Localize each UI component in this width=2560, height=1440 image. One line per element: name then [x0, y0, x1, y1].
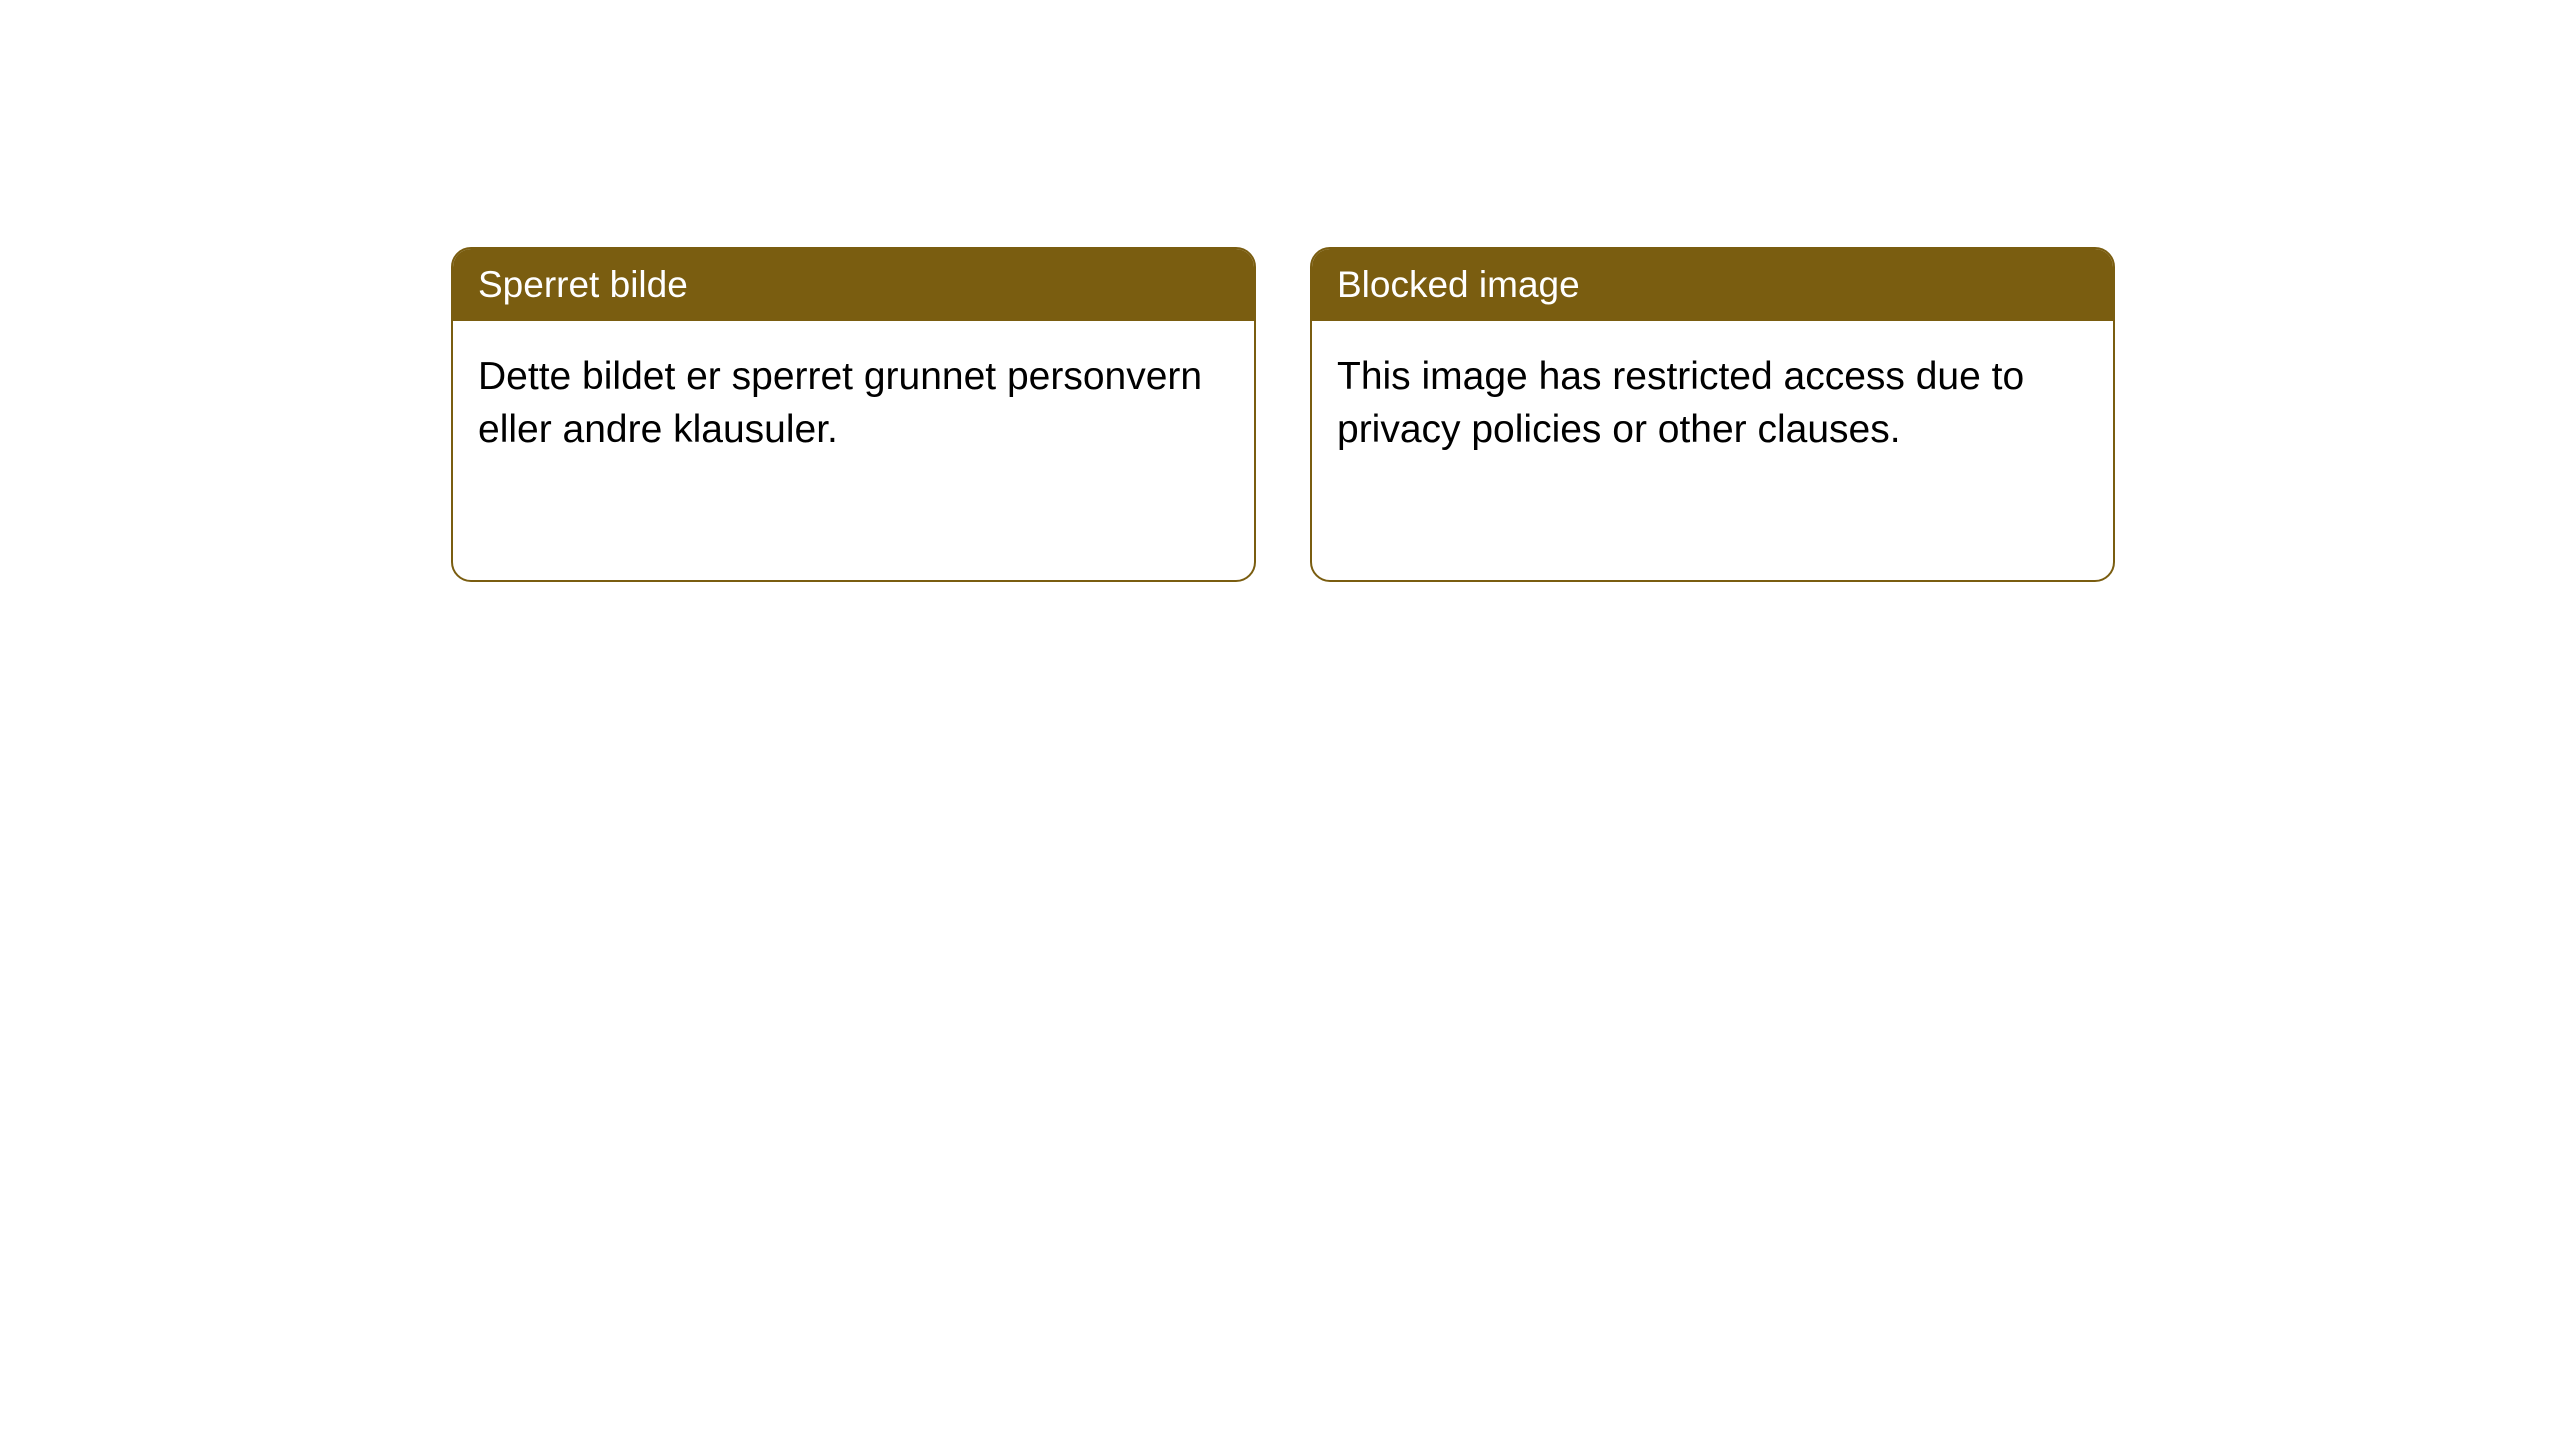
notice-cards-container: Sperret bilde Dette bildet er sperret gr… — [451, 247, 2115, 582]
card-body-text: This image has restricted access due to … — [1337, 355, 2024, 451]
card-header: Sperret bilde — [453, 249, 1254, 321]
card-header: Blocked image — [1312, 249, 2113, 321]
notice-card-english: Blocked image This image has restricted … — [1310, 247, 2115, 582]
card-body-text: Dette bildet er sperret grunnet personve… — [478, 355, 1202, 451]
card-header-text: Blocked image — [1337, 264, 1580, 305]
card-body: This image has restricted access due to … — [1312, 321, 2113, 486]
card-body: Dette bildet er sperret grunnet personve… — [453, 321, 1254, 486]
notice-card-norwegian: Sperret bilde Dette bildet er sperret gr… — [451, 247, 1256, 582]
card-header-text: Sperret bilde — [478, 264, 688, 305]
